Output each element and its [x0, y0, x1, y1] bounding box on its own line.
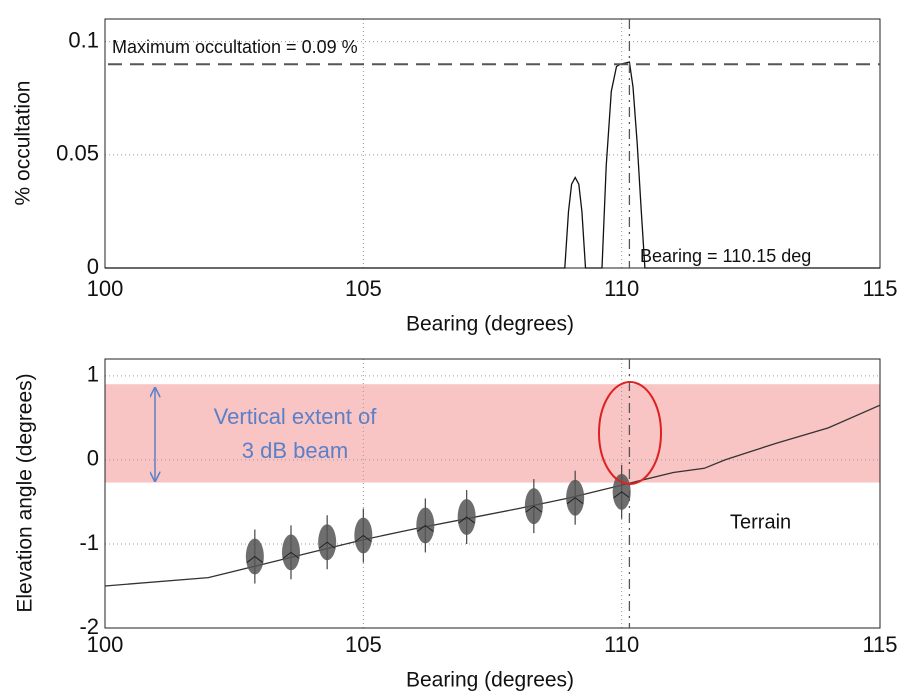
- figure: 10010511011500.050.1 100105110115-2-101 …: [0, 0, 907, 691]
- beam-annotation: 3 dB beam: [242, 438, 348, 463]
- x-tick-label: 105: [345, 632, 382, 657]
- y-axis-label: % occultation: [12, 81, 35, 206]
- max-annotation: Maximum occultation = 0.09 %: [112, 37, 358, 57]
- x-tick-label: 115: [862, 632, 897, 657]
- x-tick-label: 110: [604, 276, 639, 301]
- y-tick-label: -1: [79, 530, 99, 555]
- x-tick-label: 105: [345, 276, 382, 301]
- beam-annotation: Vertical extent of: [214, 404, 378, 429]
- x-tick-label: 100: [87, 276, 124, 301]
- terrain-annotation: Terrain: [730, 511, 791, 533]
- y-axis-label: Elevation angle (degrees): [14, 373, 37, 612]
- x-tick-label: 110: [604, 632, 639, 657]
- y-tick-label: 0: [87, 254, 99, 279]
- y-tick-label: -2: [79, 614, 99, 639]
- x-axis-label: Bearing (degrees): [406, 669, 574, 691]
- beam-band: [105, 384, 880, 482]
- y-tick-label: 1: [87, 362, 99, 387]
- y-tick-label: 0.05: [56, 141, 99, 166]
- y-tick-label: 0.1: [68, 27, 99, 52]
- y-tick-label: 0: [87, 446, 99, 471]
- bearing-annotation: Bearing = 110.15 deg: [640, 246, 811, 266]
- x-axis-label: Bearing (degrees): [406, 313, 574, 336]
- data-line: [105, 62, 880, 268]
- x-tick-label: 115: [862, 276, 897, 301]
